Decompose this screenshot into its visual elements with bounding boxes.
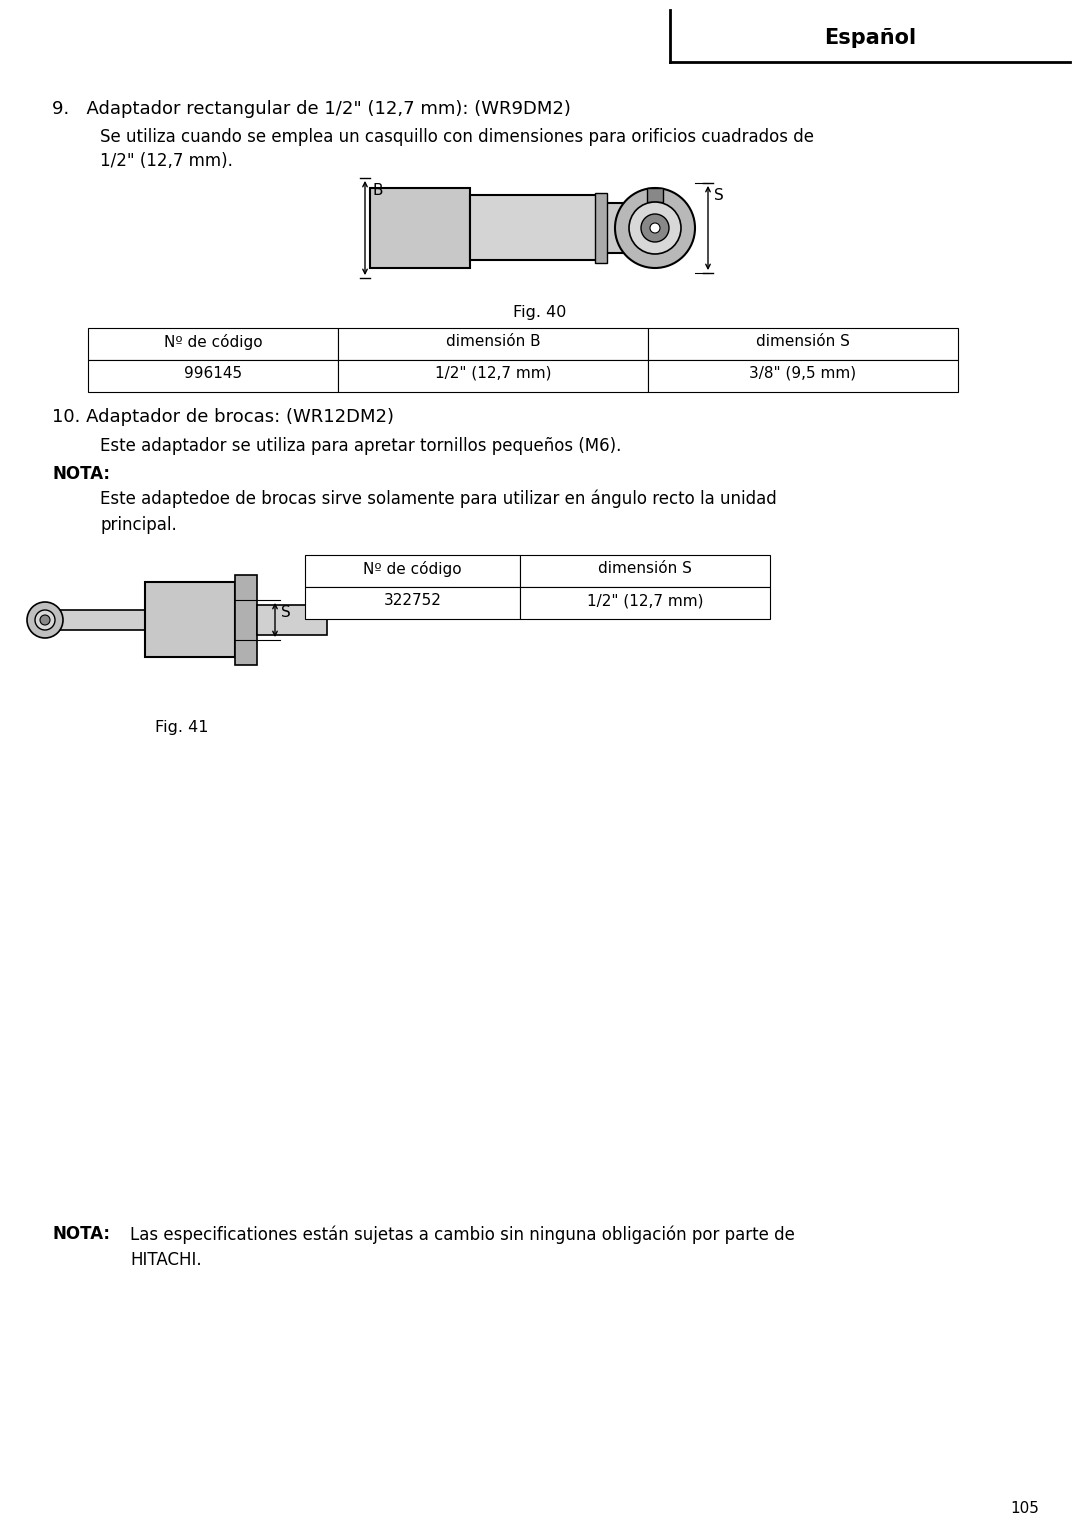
- Text: S: S: [281, 605, 291, 619]
- Text: dimensión B: dimensión B: [446, 333, 540, 349]
- Bar: [338, 329, 648, 359]
- Bar: [257, 605, 327, 635]
- Bar: [235, 575, 257, 665]
- Text: 9.   Adaptador rectangular de 1/2" (12,7 mm): (WR9DM2): 9. Adaptador rectangular de 1/2" (12,7 m…: [52, 99, 571, 118]
- Circle shape: [40, 615, 50, 625]
- Text: Este adaptedoe de brocas sirve solamente para utilizar en ángulo recto la unidad: Este adaptedoe de brocas sirve solamente…: [100, 489, 777, 509]
- Text: Nº de código: Nº de código: [164, 333, 262, 350]
- Text: 1/2" (12,7 mm).: 1/2" (12,7 mm).: [100, 151, 233, 170]
- Bar: [600, 203, 640, 252]
- Bar: [87, 329, 338, 359]
- Text: Se utiliza cuando se emplea un casquillo con dimensiones para orificios cuadrado: Se utiliza cuando se emplea un casquillo…: [100, 128, 814, 145]
- Circle shape: [615, 188, 696, 268]
- Text: 105: 105: [1011, 1501, 1039, 1515]
- Text: B: B: [373, 183, 383, 197]
- Text: 322752: 322752: [383, 593, 442, 609]
- Bar: [45, 610, 145, 630]
- Bar: [338, 359, 648, 391]
- Text: HITACHI.: HITACHI.: [130, 1251, 202, 1269]
- Circle shape: [35, 610, 55, 630]
- Bar: [519, 587, 770, 619]
- Circle shape: [27, 602, 63, 638]
- Bar: [87, 359, 338, 391]
- Circle shape: [629, 202, 681, 254]
- Bar: [595, 193, 607, 263]
- Text: Español: Español: [824, 28, 916, 47]
- Bar: [648, 329, 958, 359]
- Bar: [305, 555, 519, 587]
- Bar: [519, 555, 770, 587]
- Text: dimensión S: dimensión S: [756, 333, 850, 349]
- Text: Nº de código: Nº de código: [363, 561, 462, 576]
- Text: Las especificationes están sujetas a cambio sin ninguna obligación por parte de: Las especificationes están sujetas a cam…: [130, 1225, 795, 1243]
- Text: Fig. 40: Fig. 40: [513, 304, 567, 320]
- Text: 3/8" (9,5 mm): 3/8" (9,5 mm): [750, 365, 856, 381]
- Text: 10. Adaptador de brocas: (WR12DM2): 10. Adaptador de brocas: (WR12DM2): [52, 408, 394, 427]
- Text: Este adaptador se utiliza para apretar tornillos pequeños (M6).: Este adaptador se utiliza para apretar t…: [100, 437, 621, 456]
- Text: 996145: 996145: [184, 365, 242, 381]
- Text: 1/2" (12,7 mm): 1/2" (12,7 mm): [586, 593, 703, 609]
- Text: NOTA:: NOTA:: [52, 465, 110, 483]
- Bar: [470, 196, 600, 260]
- Text: dimensión S: dimensión S: [598, 561, 692, 576]
- Bar: [305, 587, 519, 619]
- Text: principal.: principal.: [100, 515, 177, 534]
- Bar: [370, 188, 470, 268]
- Bar: [648, 359, 958, 391]
- Bar: [145, 583, 235, 657]
- Text: S: S: [714, 188, 724, 203]
- Circle shape: [642, 214, 669, 242]
- Bar: [647, 188, 663, 202]
- Text: 1/2" (12,7 mm): 1/2" (12,7 mm): [435, 365, 551, 381]
- Circle shape: [650, 223, 660, 232]
- Text: NOTA:: NOTA:: [52, 1225, 110, 1243]
- Text: Fig. 41: Fig. 41: [156, 720, 208, 735]
